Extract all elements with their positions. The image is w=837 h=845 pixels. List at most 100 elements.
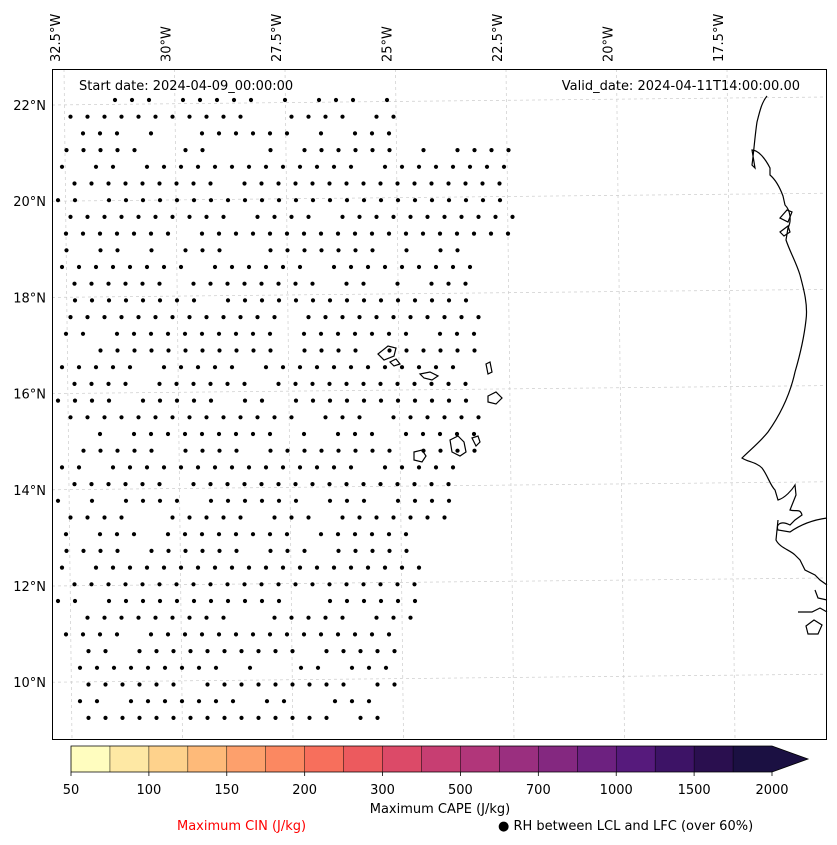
rh-dot: [55, 398, 61, 403]
rh-dot: [110, 365, 116, 370]
rh-dot: [170, 415, 175, 420]
rh-dot: [404, 248, 409, 253]
rh-dot: [442, 214, 447, 219]
rh-dot: [446, 398, 452, 403]
rh-dot: [72, 482, 77, 487]
rh-dot: [123, 198, 129, 203]
rh-dot: [429, 381, 434, 386]
rh-dot: [327, 482, 332, 487]
rh-dot: [131, 532, 137, 537]
rh-dot: [404, 548, 409, 554]
rh-dot: [153, 315, 158, 320]
rh-dot: [187, 315, 192, 320]
rh-dot: [297, 465, 303, 470]
rh-dot: [391, 315, 396, 320]
rh-dot: [353, 448, 358, 453]
rh-dot: [216, 331, 222, 336]
rh-dot: [416, 465, 422, 470]
rh-dot: [205, 649, 210, 654]
rh-dot: [383, 665, 389, 670]
rh-dot: [110, 565, 116, 570]
rh-dot: [327, 381, 332, 386]
rh-dot: [182, 331, 188, 336]
rh-dot: [200, 348, 205, 353]
rh-dot: [89, 381, 94, 386]
rh-dot: [208, 582, 213, 587]
rh-dot: [336, 248, 341, 253]
rh-dot: [157, 498, 163, 503]
rh-dot: [225, 498, 231, 503]
rh-dot: [463, 198, 469, 203]
colorbar-segment: [694, 746, 734, 772]
rh-dot: [251, 348, 256, 353]
rh-dot: [361, 482, 366, 487]
rh-dot: [352, 231, 358, 236]
rh-dot: [127, 465, 133, 470]
rh-dot: [454, 331, 460, 336]
colorbar-segment: [655, 746, 695, 772]
rh-dot: [450, 465, 456, 470]
rh-dot: [77, 699, 83, 704]
rh-dot: [369, 131, 375, 136]
rh-dot: [263, 365, 269, 370]
rh-dot: [263, 465, 269, 470]
rh-dot: [282, 97, 288, 103]
rh-dot: [472, 148, 477, 153]
rh-dot: [378, 598, 384, 604]
rh-dot: [170, 515, 175, 520]
rh-dot: [276, 598, 282, 604]
rh-dot: [129, 97, 135, 103]
colorbar-segment: [460, 746, 500, 772]
rh-dot: [250, 131, 256, 136]
rh-dot: [216, 131, 222, 136]
rh-dot: [199, 131, 205, 136]
rh-dot: [370, 148, 375, 153]
rh-dot: [191, 582, 196, 587]
rh-dot: [110, 264, 116, 270]
rh-dot: [205, 715, 210, 721]
rh-dot: [161, 164, 167, 169]
rh-dot: [425, 515, 430, 520]
rh-dot: [170, 214, 175, 219]
rh-dot: [341, 649, 346, 654]
rh-dot: [94, 699, 100, 704]
rh-dot: [242, 582, 247, 587]
rh-dot: [472, 348, 477, 353]
rh-dot: [123, 582, 128, 587]
rh-dot: [272, 315, 277, 320]
rh-dot: [349, 699, 355, 704]
rh-dot: [246, 264, 252, 270]
rh-dot: [242, 598, 248, 604]
rh-dot: [161, 264, 167, 270]
rh-dot: [157, 198, 163, 203]
rh-dot: [302, 348, 307, 353]
rh-dot: [366, 699, 372, 704]
rh-dot: [361, 281, 366, 286]
rh-dot: [378, 298, 384, 303]
rh-dot: [174, 398, 180, 403]
rh-dot: [179, 699, 185, 704]
rh-dot: [421, 148, 426, 153]
rh-dot: [386, 231, 392, 236]
rh-dot: [310, 298, 316, 303]
rh-dot: [433, 465, 439, 470]
rh-dot: [128, 699, 134, 704]
rh-dot: [276, 381, 281, 386]
rh-dot: [344, 281, 349, 286]
rh-dot: [476, 214, 481, 219]
colorbar-segment: [304, 746, 345, 772]
longitude-tick-label: 27.5°W: [270, 14, 285, 62]
rh-dot: [361, 398, 367, 403]
rh-legend-label: RH between LCL and LFC (over 60%): [513, 819, 754, 834]
rh-dot: [412, 482, 417, 487]
rh-dot: [212, 465, 218, 470]
rh-dot: [127, 365, 133, 370]
rh-dot: [259, 582, 264, 587]
rh-dot: [289, 615, 294, 620]
rh-dot: [357, 515, 362, 520]
rh-dot: [369, 331, 375, 336]
rh-dot: [267, 231, 273, 236]
rh-dot: [72, 598, 78, 604]
colorbar-tick-label: 50: [63, 783, 80, 798]
rh-dot: [72, 298, 78, 303]
